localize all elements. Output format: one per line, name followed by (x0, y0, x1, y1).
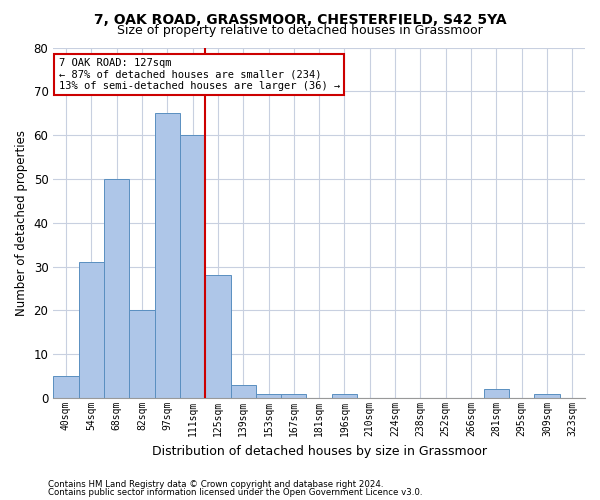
Bar (256, 394, 281, 398)
Bar (180, 135, 205, 398)
Bar (230, 385, 256, 398)
Bar (79, 262, 104, 398)
Text: Size of property relative to detached houses in Grassmoor: Size of property relative to detached ho… (117, 24, 483, 37)
Bar (484, 390, 509, 398)
Bar (104, 179, 129, 398)
Bar (53, 376, 79, 398)
X-axis label: Distribution of detached houses by size in Grassmoor: Distribution of detached houses by size … (152, 444, 487, 458)
Text: 7, OAK ROAD, GRASSMOOR, CHESTERFIELD, S42 5YA: 7, OAK ROAD, GRASSMOOR, CHESTERFIELD, S4… (94, 12, 506, 26)
Bar (332, 394, 357, 398)
Y-axis label: Number of detached properties: Number of detached properties (15, 130, 28, 316)
Text: 7 OAK ROAD: 127sqm
← 87% of detached houses are smaller (234)
13% of semi-detach: 7 OAK ROAD: 127sqm ← 87% of detached hou… (59, 58, 340, 91)
Bar (155, 113, 180, 398)
Bar (281, 394, 307, 398)
Bar (129, 310, 155, 398)
Bar (535, 394, 560, 398)
Text: Contains HM Land Registry data © Crown copyright and database right 2024.: Contains HM Land Registry data © Crown c… (48, 480, 383, 489)
Text: Contains public sector information licensed under the Open Government Licence v3: Contains public sector information licen… (48, 488, 422, 497)
Bar (205, 276, 230, 398)
